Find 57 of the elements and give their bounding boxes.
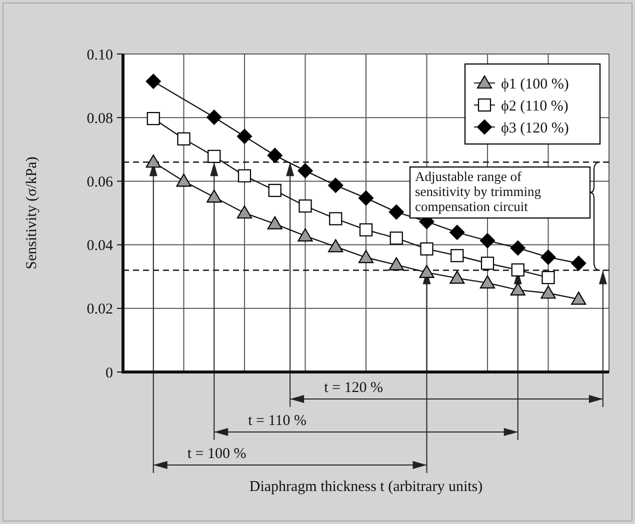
legend-label: ϕ3 (120 %) [501,120,569,136]
point [358,190,374,206]
point [388,204,404,220]
point [236,128,252,144]
point [298,228,313,242]
point [268,184,282,197]
point [420,242,434,256]
point [510,240,526,256]
point [390,232,403,245]
point [206,190,222,203]
point [540,250,556,265]
point [238,169,252,182]
text: t = 100 % [187,446,246,462]
point [510,282,526,296]
point [450,224,465,240]
point [236,205,252,219]
text: Diaphragm thickness t (arbitrary units) [249,479,483,495]
point [571,256,586,271]
y-tick-label: 0.02 [86,302,113,318]
point [542,271,555,284]
point [571,292,586,305]
point [206,110,222,125]
point [450,270,465,284]
point [298,199,312,213]
point [329,212,342,226]
point [358,250,374,264]
text: t = 110 % [248,413,306,429]
point [388,257,404,270]
text: t = 120 % [324,380,383,396]
y-tick-label: 0.04 [86,238,114,254]
point [146,154,161,168]
y-axis-title: Sensitivity (σ/kPa) [24,156,40,270]
y-tick-label: 0 [106,365,113,382]
point [511,263,524,276]
y-tick-label: 0.10 [86,47,113,64]
legend-label: ϕ1 (100 %) [501,76,569,92]
point [176,174,192,187]
point [419,264,434,278]
point [208,150,221,163]
point [480,233,496,248]
annotation: Adjustable range of sensitivity by trimming compensation circuit [415,169,542,214]
point [480,275,496,289]
y-tick-label: 0.06 [86,174,114,190]
point [328,178,344,193]
point [267,148,282,163]
point [540,286,556,299]
point [267,216,282,230]
legend-label: ϕ2 (110 %) [501,98,568,114]
point [359,223,373,236]
point [146,112,160,126]
y-tick-label: 0.08 [86,110,113,127]
point [450,249,464,262]
point [298,163,313,178]
point [177,132,190,146]
point [146,74,161,89]
point [480,256,494,270]
point [328,239,344,252]
